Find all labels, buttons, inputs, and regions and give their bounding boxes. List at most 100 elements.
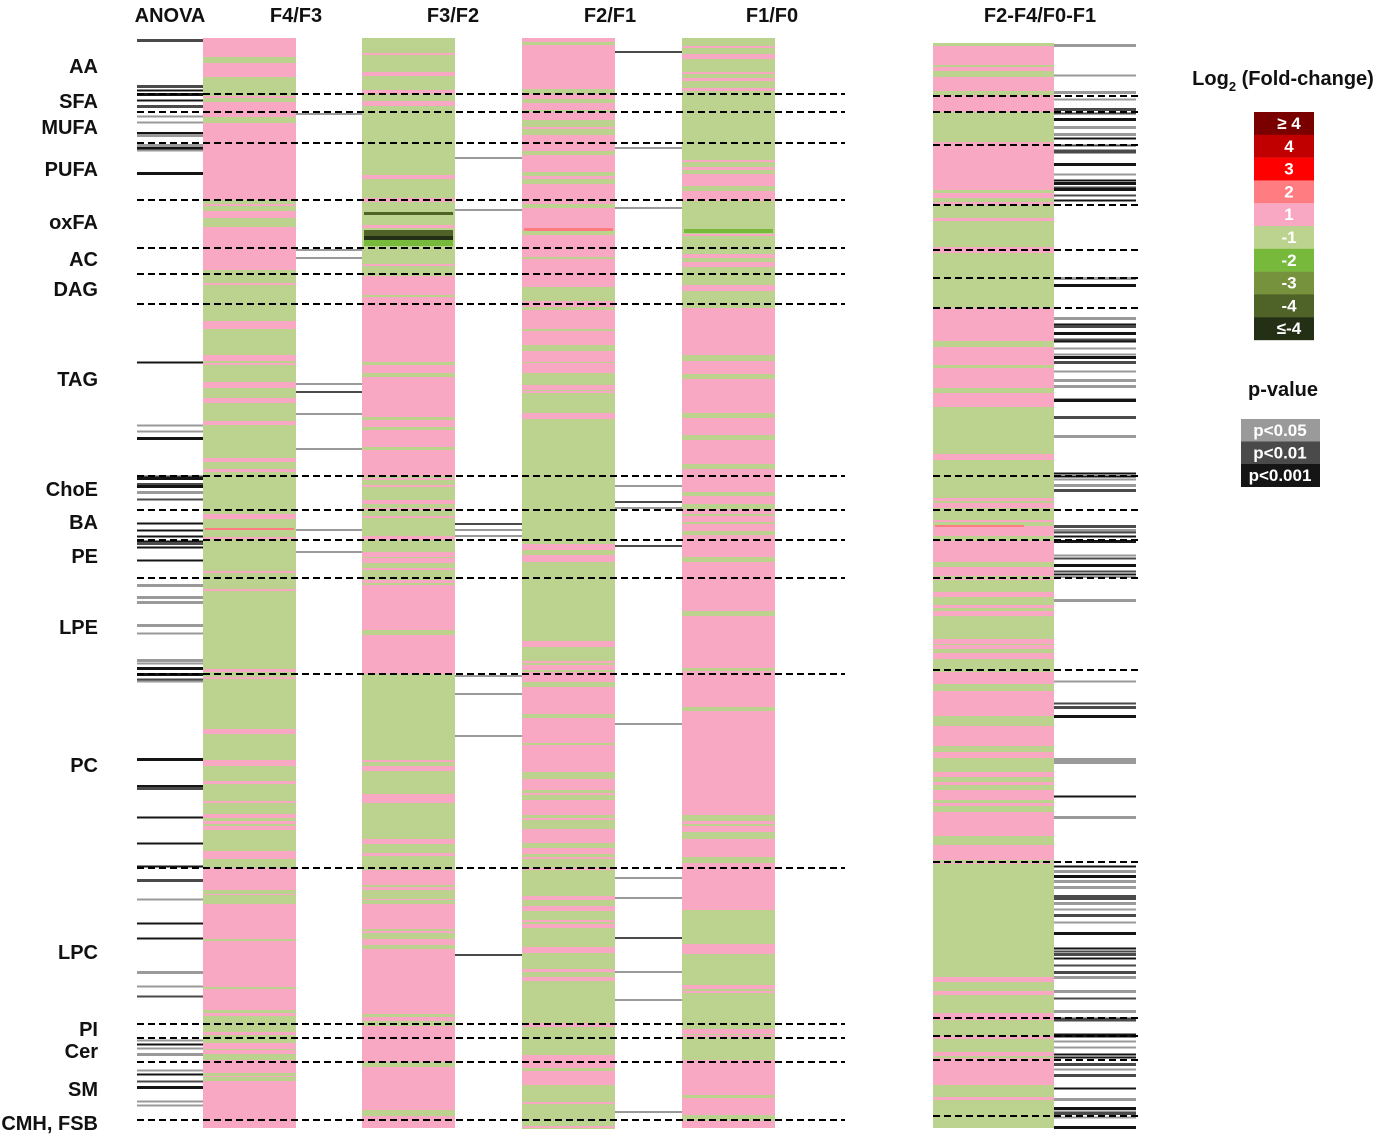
- heatmap-cell: [933, 864, 1054, 870]
- heatmap-cell: [362, 643, 455, 645]
- heatmap-cell: [933, 684, 1054, 688]
- column-header-combined: F2-F4/F0-F1: [984, 5, 1096, 27]
- heatmap-cell: [522, 1068, 615, 1071]
- heatmap-cell: [203, 270, 296, 476]
- heatmap-cell: [522, 89, 615, 94]
- heatmap-cell: [362, 72, 455, 76]
- heatmap-cell: [933, 639, 1054, 644]
- heatmap-cell: [933, 914, 1054, 917]
- heatmap-cell: [362, 159, 455, 165]
- heatmap-cell: [933, 65, 1054, 67]
- heatmap-cell: [933, 173, 1054, 178]
- heatmap-cell: [682, 634, 775, 638]
- heatmap-cell: [933, 716, 1054, 722]
- heatmap-cell: [933, 884, 1054, 890]
- heatmap-cell: [682, 1115, 775, 1121]
- heatmap-cell: [362, 417, 455, 420]
- heatmap-cell: [933, 341, 1054, 347]
- heatmap-cell: [682, 336, 775, 339]
- heatmap-cell: [682, 308, 775, 312]
- heatmap-cell: [362, 38, 455, 200]
- column-header-f4-f3: F4/F3: [270, 5, 322, 27]
- heatmap-cell: [933, 397, 1054, 400]
- class-label: TAG: [57, 369, 98, 391]
- heatmap-cell: [522, 854, 615, 857]
- heatmap-cell: [933, 112, 1054, 145]
- heatmap-cell: [362, 508, 455, 510]
- heatmap-cell: [522, 977, 615, 981]
- heatmap-cell: [522, 1097, 615, 1099]
- heatmap-cell: [682, 234, 775, 236]
- heatmap-cell: [203, 571, 296, 573]
- heatmap-cell: [933, 205, 1054, 210]
- heatmap-cell: [362, 295, 455, 297]
- heatmap-cell: [203, 421, 296, 425]
- heatmap-cell: [362, 504, 455, 509]
- heatmap-cell: [362, 647, 455, 651]
- heatmap-cell: [203, 924, 296, 928]
- heatmap-cell: [362, 409, 455, 412]
- heatmap-cell: [522, 413, 615, 419]
- heatmap-cell: [933, 448, 1054, 450]
- heatmap-cell: [362, 101, 455, 106]
- heatmap-cell: [933, 722, 1054, 727]
- heatmap-cell: [203, 249, 296, 255]
- heatmap-cell: [522, 421, 615, 427]
- heatmap-cell: [362, 491, 455, 496]
- heatmap-cell: [682, 374, 775, 379]
- heatmap-cell: [522, 674, 615, 677]
- heatmap-cell: [362, 760, 455, 762]
- class-label: SFA: [59, 91, 98, 113]
- fold-change-label: 1: [1284, 205, 1293, 224]
- column-header-f3-f2: F3/F2: [427, 5, 479, 27]
- heatmap-cell: [362, 794, 455, 798]
- heatmap-cell: [362, 1062, 455, 1067]
- pvalue-legend-title: p-value: [1248, 379, 1318, 401]
- heatmap-cell: [682, 104, 775, 110]
- heatmap-cell: [203, 458, 296, 462]
- heatmap-cell: [682, 910, 775, 916]
- heatmap-cell: [362, 821, 455, 826]
- pvalue-swatch: [1241, 464, 1320, 487]
- heatmap-cell: [682, 832, 775, 837]
- heatmap-cell: [364, 230, 453, 237]
- heatmap-cell: [682, 92, 775, 97]
- heatmap-cell: [203, 895, 296, 901]
- fold-change-label: -3: [1281, 274, 1296, 293]
- heatmap-cell: [682, 824, 775, 826]
- heatmap-cell: [362, 894, 455, 899]
- heatmap-cell: [682, 767, 775, 769]
- heatmap-cell: [203, 326, 296, 329]
- heatmap-cell: [203, 437, 296, 441]
- heatmap-cell: [362, 797, 455, 803]
- heatmap-cell: [682, 361, 775, 364]
- pvalue-swatch: [1241, 441, 1320, 465]
- heatmap-cell: [682, 729, 775, 734]
- class-label: PI: [79, 1019, 98, 1041]
- class-label: PUFA: [45, 159, 98, 181]
- heatmap-cell: [522, 582, 615, 584]
- heatmap-cell: [682, 83, 775, 87]
- heatmap-cell: [933, 1079, 1054, 1085]
- heatmap-cell: [362, 558, 455, 563]
- heatmap-cell: [682, 413, 775, 418]
- heatmap-cell: [522, 564, 615, 567]
- heatmap-cell: [362, 1105, 455, 1109]
- column-header-f2-f1: F2/F1: [584, 5, 636, 27]
- heatmap-cell: [933, 584, 1054, 589]
- heatmap-cell: [682, 398, 775, 404]
- heatmap-cell: [933, 429, 1054, 435]
- heatmap-cell: [203, 729, 296, 734]
- heatmap-cell: [522, 466, 615, 470]
- heatmap-cell: [522, 129, 615, 135]
- heatmap-cell: [933, 368, 1054, 373]
- fold-change-swatch: [1254, 248, 1314, 272]
- heatmap-cell: [933, 800, 1054, 803]
- heatmap-cell: [682, 100, 775, 103]
- heatmap-cell: [933, 408, 1054, 413]
- heatmap-cell: [522, 99, 615, 103]
- heatmap-cell: [362, 1017, 455, 1020]
- heatmap-cell: [362, 536, 455, 540]
- heatmap-cell: [362, 90, 455, 95]
- heatmap-cell: [522, 484, 615, 489]
